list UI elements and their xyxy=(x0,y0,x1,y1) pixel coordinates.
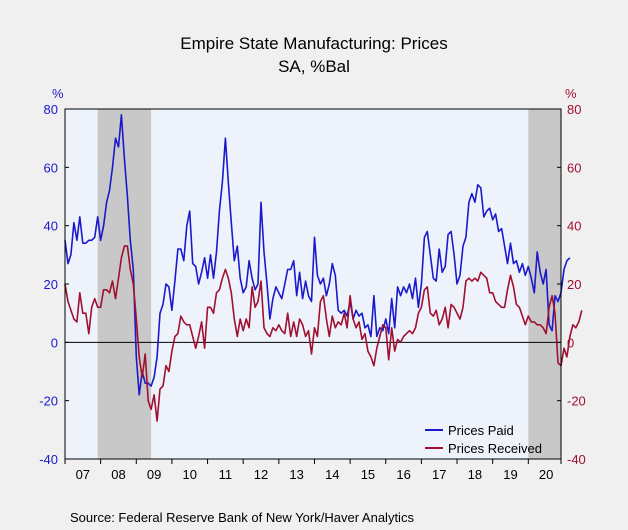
y-tick-label-right: 0 xyxy=(567,335,574,350)
series-line-prices-paid xyxy=(64,114,571,396)
right-axis-unit: % xyxy=(565,86,577,101)
y-tick-label-left: 20 xyxy=(44,277,58,292)
x-tick-label: 12 xyxy=(254,467,268,482)
y-tick-label-left: 80 xyxy=(44,102,58,117)
chart-subtitle: SA, %Bal xyxy=(278,57,350,76)
legend-label: Prices Received xyxy=(448,441,542,456)
x-axis: 07 08 09 10 11 12 13 14 15 16 17 18 19 20 xyxy=(64,459,562,482)
series-lines xyxy=(64,114,583,422)
left-axis: -40 -20 0 20 40 60 80 xyxy=(39,102,69,467)
x-tick-label: 15 xyxy=(361,467,375,482)
legend-label: Prices Paid xyxy=(448,423,514,438)
x-tick-label: 13 xyxy=(289,467,303,482)
y-tick-label-right: 40 xyxy=(567,219,581,234)
x-tick-label: 09 xyxy=(147,467,161,482)
y-tick-label-left: -20 xyxy=(39,394,58,409)
y-tick-label-right: -20 xyxy=(567,394,586,409)
series-line-prices-received xyxy=(64,245,583,422)
left-axis-unit: % xyxy=(52,86,64,101)
y-tick-label-right: -40 xyxy=(567,452,586,467)
y-tick-label-left: -40 xyxy=(39,452,58,467)
y-tick-label-right: 60 xyxy=(567,160,581,175)
source-note: Source: Federal Reserve Bank of New York… xyxy=(70,510,414,525)
x-tick-label: 11 xyxy=(219,467,233,482)
recession-band xyxy=(528,109,561,459)
x-tick-label: 08 xyxy=(111,467,125,482)
x-tick-label: 17 xyxy=(432,467,446,482)
legend: Prices Paid Prices Received xyxy=(425,423,542,456)
chart-title: Empire State Manufacturing: Prices xyxy=(180,34,447,53)
x-tick-label: 16 xyxy=(396,467,410,482)
x-tick-label: 14 xyxy=(325,467,339,482)
x-tick-label: 19 xyxy=(503,467,517,482)
x-tick-label: 20 xyxy=(539,467,553,482)
x-tick-label: 07 xyxy=(76,467,90,482)
y-tick-label-right: 80 xyxy=(567,102,581,117)
y-tick-label-left: 40 xyxy=(44,219,58,234)
y-tick-label-right: 20 xyxy=(567,277,581,292)
x-tick-label: 18 xyxy=(468,467,482,482)
y-tick-label-left: 60 xyxy=(44,160,58,175)
x-tick-label: 10 xyxy=(183,467,197,482)
right-axis: -40 -20 0 20 40 60 80 xyxy=(557,102,586,467)
y-tick-label-left: 0 xyxy=(51,335,58,350)
